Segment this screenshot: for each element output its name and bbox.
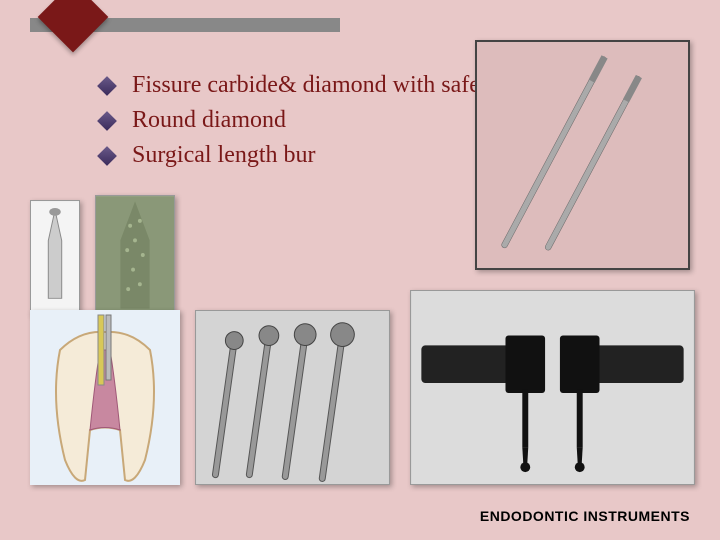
tooth-diagram-image [30,310,180,485]
round-burs-image [195,310,390,485]
footer-text: ENDODONTIC INSTRUMENTS [480,508,690,524]
bullet-item: Surgical length bur [100,142,539,169]
header-diamond-accent [38,0,109,52]
bullet-item: Round diamond [100,107,539,134]
diamond-bullet-icon [97,76,117,96]
carbide-bur-image [30,200,80,315]
diamond-bullet-icon [97,111,117,131]
handpiece-image [410,290,695,485]
fissure-burs-image [475,40,690,270]
diamond-bullet-icon [97,146,117,166]
diamond-bur-image [95,195,175,315]
bullet-list: Fissure carbide& diamond with safety tip… [100,72,539,177]
bullet-text: Surgical length bur [132,142,316,169]
bullet-text: Round diamond [132,107,286,134]
bullet-item: Fissure carbide& diamond with safety tip… [100,72,539,99]
